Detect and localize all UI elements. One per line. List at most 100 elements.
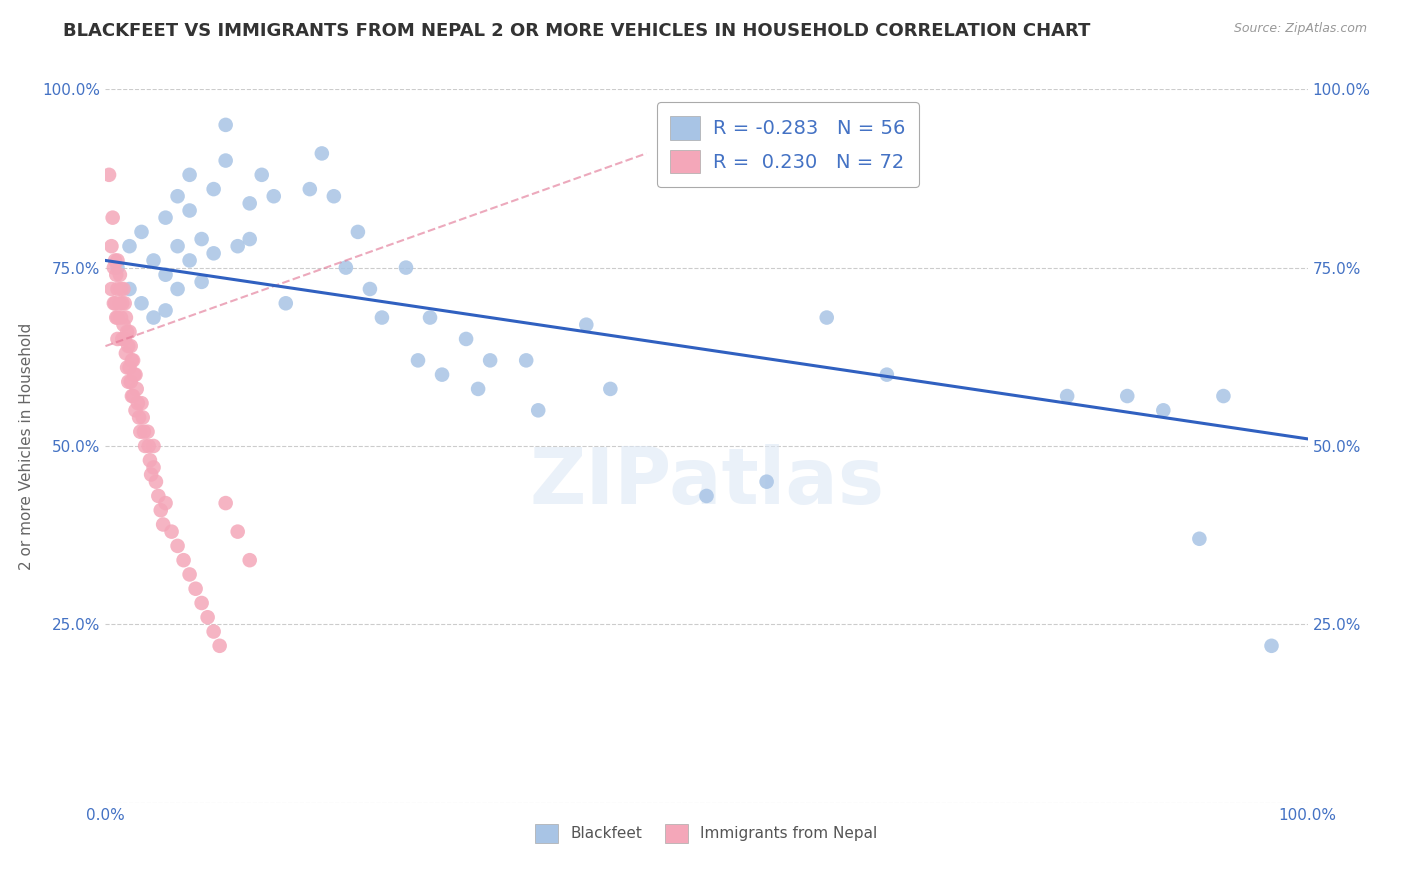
Point xyxy=(335,260,357,275)
Point xyxy=(876,368,898,382)
Point xyxy=(190,275,212,289)
Point xyxy=(108,296,131,310)
Point xyxy=(226,239,249,253)
Point xyxy=(395,260,418,275)
Point xyxy=(122,389,145,403)
Point xyxy=(599,382,621,396)
Point xyxy=(117,339,139,353)
Point xyxy=(117,375,139,389)
Point xyxy=(100,282,122,296)
Point xyxy=(142,253,165,268)
Point xyxy=(239,232,262,246)
Point xyxy=(108,268,131,282)
Point xyxy=(105,268,128,282)
Point xyxy=(115,360,138,375)
Point xyxy=(121,389,143,403)
Point xyxy=(101,211,124,225)
Point xyxy=(322,189,344,203)
Point xyxy=(124,403,146,417)
Point xyxy=(100,239,122,253)
Point xyxy=(110,310,132,325)
Point xyxy=(1152,403,1174,417)
Legend: Blackfeet, Immigrants from Nepal: Blackfeet, Immigrants from Nepal xyxy=(529,818,884,848)
Point xyxy=(179,168,201,182)
Point xyxy=(347,225,370,239)
Point xyxy=(124,368,146,382)
Point xyxy=(155,303,177,318)
Point xyxy=(575,318,598,332)
Point xyxy=(98,168,121,182)
Point xyxy=(467,382,489,396)
Text: BLACKFEET VS IMMIGRANTS FROM NEPAL 2 OR MORE VEHICLES IN HOUSEHOLD CORRELATION C: BLACKFEET VS IMMIGRANTS FROM NEPAL 2 OR … xyxy=(63,22,1091,40)
Point xyxy=(136,425,159,439)
Point xyxy=(118,360,141,375)
Point xyxy=(155,211,177,225)
Point xyxy=(479,353,502,368)
Point xyxy=(1116,389,1139,403)
Point xyxy=(239,196,262,211)
Point xyxy=(1260,639,1282,653)
Point xyxy=(202,182,225,196)
Point xyxy=(160,524,183,539)
Point xyxy=(127,396,149,410)
Point xyxy=(755,475,778,489)
Point xyxy=(115,310,138,325)
Point xyxy=(179,567,201,582)
Point xyxy=(132,410,155,425)
Point xyxy=(121,353,143,368)
Point xyxy=(148,489,170,503)
Point xyxy=(1212,389,1234,403)
Point xyxy=(208,639,231,653)
Point xyxy=(239,553,262,567)
Point xyxy=(214,118,236,132)
Point xyxy=(149,503,172,517)
Point xyxy=(179,253,201,268)
Point xyxy=(311,146,333,161)
Point xyxy=(142,310,165,325)
Y-axis label: 2 or more Vehicles in Household: 2 or more Vehicles in Household xyxy=(20,322,34,570)
Point xyxy=(155,268,177,282)
Point xyxy=(152,517,174,532)
Point xyxy=(115,346,138,360)
Point xyxy=(115,325,138,339)
Point xyxy=(179,203,201,218)
Point xyxy=(134,439,156,453)
Point xyxy=(214,153,236,168)
Point xyxy=(107,253,129,268)
Point xyxy=(142,439,165,453)
Point xyxy=(104,253,127,268)
Point xyxy=(202,624,225,639)
Point xyxy=(419,310,441,325)
Point xyxy=(166,282,188,296)
Point xyxy=(107,260,129,275)
Point xyxy=(190,232,212,246)
Point xyxy=(104,296,127,310)
Point xyxy=(107,332,129,346)
Point xyxy=(166,539,188,553)
Point xyxy=(128,410,150,425)
Point xyxy=(190,596,212,610)
Point xyxy=(118,282,141,296)
Point xyxy=(103,296,125,310)
Point xyxy=(214,496,236,510)
Point xyxy=(250,168,273,182)
Point xyxy=(515,353,537,368)
Point xyxy=(274,296,297,310)
Point xyxy=(406,353,429,368)
Point xyxy=(131,225,153,239)
Point xyxy=(430,368,453,382)
Point xyxy=(226,524,249,539)
Point xyxy=(131,296,153,310)
Point xyxy=(120,339,142,353)
Point xyxy=(173,553,195,567)
Point xyxy=(111,332,134,346)
Point xyxy=(1056,389,1078,403)
Point xyxy=(166,189,188,203)
Point xyxy=(107,282,129,296)
Point xyxy=(111,296,134,310)
Point xyxy=(118,325,141,339)
Point xyxy=(107,310,129,325)
Point xyxy=(103,260,125,275)
Point xyxy=(1188,532,1211,546)
Point xyxy=(202,246,225,260)
